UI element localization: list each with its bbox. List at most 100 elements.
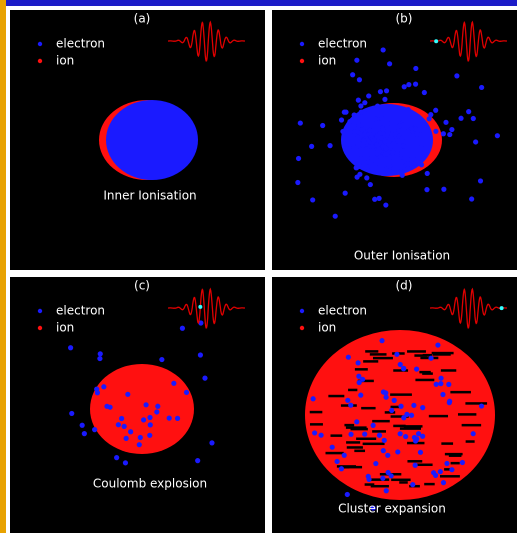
particle bbox=[373, 116, 378, 121]
particle bbox=[128, 429, 133, 434]
gap bbox=[372, 420, 390, 423]
particle bbox=[377, 433, 382, 438]
particle bbox=[365, 164, 370, 169]
particle bbox=[366, 111, 371, 116]
particle bbox=[401, 143, 406, 148]
gap bbox=[407, 350, 426, 353]
particle bbox=[460, 460, 465, 465]
particle bbox=[339, 466, 344, 471]
particle bbox=[351, 145, 356, 150]
particle bbox=[300, 326, 304, 330]
panel: electronion(d)Cluster expansion bbox=[272, 277, 517, 533]
gap bbox=[356, 438, 376, 441]
particle bbox=[441, 187, 446, 192]
particle bbox=[343, 110, 348, 115]
panel-caption: Outer Ionisation bbox=[354, 249, 450, 263]
particle bbox=[320, 123, 325, 128]
particle bbox=[376, 196, 381, 201]
particle bbox=[339, 117, 344, 122]
gap bbox=[465, 402, 487, 405]
gap bbox=[363, 360, 378, 363]
particle bbox=[420, 434, 425, 439]
particle bbox=[398, 404, 403, 409]
gap bbox=[466, 440, 475, 443]
gap bbox=[370, 353, 387, 356]
particle bbox=[401, 415, 406, 420]
gap bbox=[391, 479, 410, 482]
particle bbox=[348, 403, 353, 408]
particle bbox=[389, 132, 394, 137]
particle bbox=[446, 382, 451, 387]
particle bbox=[379, 120, 384, 125]
particle bbox=[471, 116, 476, 121]
particle bbox=[384, 88, 389, 93]
particle bbox=[458, 116, 463, 121]
particle bbox=[123, 460, 128, 465]
particle bbox=[433, 129, 438, 134]
particle bbox=[401, 366, 406, 371]
particle bbox=[413, 126, 418, 131]
particle bbox=[377, 148, 382, 153]
legend-label: ion bbox=[318, 54, 336, 68]
particle bbox=[435, 342, 440, 347]
panel-caption: Coulomb explosion bbox=[93, 477, 207, 491]
particle bbox=[356, 98, 361, 103]
particle bbox=[373, 461, 378, 466]
particle bbox=[434, 382, 439, 387]
pulse-marker bbox=[198, 305, 202, 309]
particle bbox=[355, 134, 360, 139]
particle bbox=[466, 109, 471, 114]
particle bbox=[159, 357, 164, 362]
particle bbox=[409, 413, 414, 418]
gap bbox=[325, 452, 343, 455]
gap bbox=[390, 393, 412, 396]
particle bbox=[394, 352, 399, 357]
gap bbox=[415, 379, 434, 382]
particle bbox=[357, 380, 362, 385]
particle bbox=[379, 116, 384, 121]
particle bbox=[154, 409, 159, 414]
particle bbox=[383, 202, 388, 207]
particle bbox=[114, 455, 119, 460]
panel-label: (d) bbox=[396, 279, 413, 293]
legend-label: electron bbox=[318, 37, 367, 51]
particle bbox=[362, 432, 367, 437]
particle bbox=[97, 356, 102, 361]
gap bbox=[429, 415, 448, 418]
particle bbox=[387, 61, 392, 66]
particle bbox=[390, 150, 395, 155]
gap bbox=[432, 352, 454, 355]
particle bbox=[368, 182, 373, 187]
particle bbox=[354, 419, 359, 424]
particle bbox=[479, 85, 484, 90]
particle bbox=[402, 84, 407, 89]
particle bbox=[180, 326, 185, 331]
particle bbox=[411, 403, 416, 408]
legend-label: ion bbox=[318, 321, 336, 335]
particle bbox=[359, 109, 364, 114]
particle bbox=[428, 356, 433, 361]
gap bbox=[346, 441, 360, 444]
particle bbox=[438, 381, 443, 386]
particle bbox=[412, 435, 417, 440]
particle bbox=[346, 355, 351, 360]
particle bbox=[137, 442, 142, 447]
particle bbox=[399, 171, 404, 176]
particle bbox=[354, 175, 359, 180]
particle bbox=[378, 89, 383, 94]
particle bbox=[441, 131, 446, 136]
particle bbox=[122, 424, 127, 429]
gap bbox=[310, 411, 323, 414]
gap bbox=[355, 368, 368, 371]
particle bbox=[371, 423, 376, 428]
particle bbox=[478, 178, 483, 183]
particle bbox=[441, 480, 446, 485]
particle bbox=[375, 103, 380, 108]
particle bbox=[422, 90, 427, 95]
particle bbox=[373, 162, 378, 167]
gap bbox=[440, 475, 460, 478]
gap bbox=[328, 395, 344, 398]
particle bbox=[354, 115, 359, 120]
particle bbox=[469, 196, 474, 201]
particle bbox=[311, 396, 316, 401]
